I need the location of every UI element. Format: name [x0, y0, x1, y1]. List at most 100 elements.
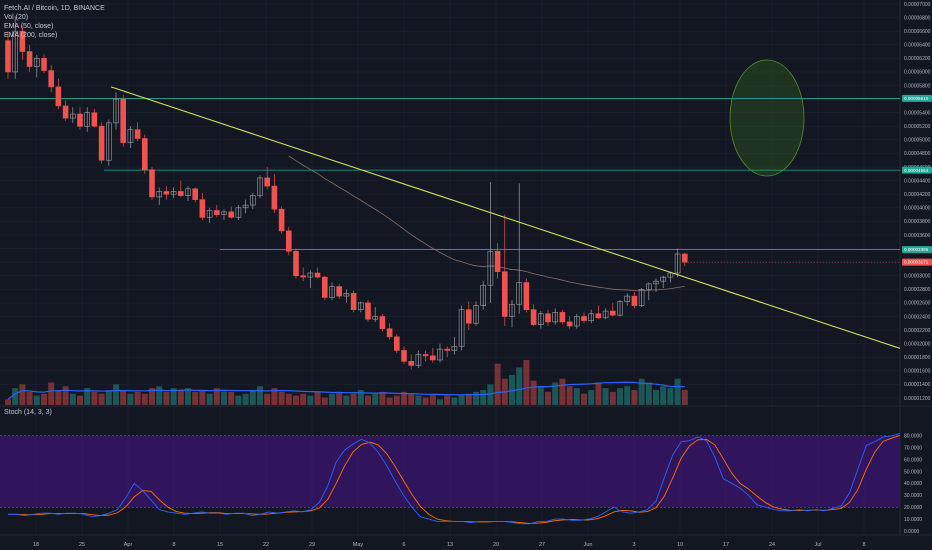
candle-body: [163, 191, 170, 195]
price-tick-label: 0.00006600: [904, 29, 931, 35]
volume-bar: [91, 391, 98, 405]
candle-body: [19, 30, 26, 52]
volume-bar: [293, 395, 299, 405]
volume-bar: [242, 393, 249, 405]
date-tick-label: Jul: [814, 542, 821, 548]
current-price-label: 0.00003171: [904, 260, 929, 265]
candle-body: [681, 253, 688, 263]
price-tick-label: 0.00001200: [904, 396, 931, 402]
volume-bar: [271, 388, 278, 405]
date-tick-label: 8: [862, 542, 865, 548]
volume-bar: [638, 378, 645, 405]
price-tick-label: 0.00002800: [904, 287, 931, 293]
price-tick-label: 0.00003800: [904, 219, 931, 225]
volume-bar: [300, 393, 307, 405]
volume-bar: [509, 375, 515, 405]
volume-bar: [408, 393, 415, 405]
volume-bar: [192, 391, 199, 405]
volume-bar: [545, 391, 551, 405]
volume-bar: [156, 386, 163, 405]
date-tick-label: 13: [447, 542, 453, 548]
volume-bar: [127, 393, 134, 405]
candle-body: [393, 336, 400, 351]
volume-bar: [314, 391, 321, 405]
candle-body: [509, 303, 515, 317]
volume-bar: [393, 395, 400, 405]
volume-bar: [264, 393, 271, 405]
current-price-tag: [902, 258, 932, 266]
candle-body: [458, 309, 465, 347]
stoch-tick-label: 0.0000: [904, 529, 920, 535]
candle-body: [638, 289, 645, 306]
main-legend: Fetch.AI / Bitcoin, 1D, BINANCE Vol (20)…: [4, 4, 105, 40]
price-tick-label: 0.00003600: [904, 233, 931, 239]
study-ema200-label[interactable]: EMA (200, close): [4, 32, 58, 39]
volume-bar: [98, 393, 105, 405]
candle-body: [329, 286, 335, 298]
volume-bar: [444, 395, 451, 405]
price-tick-label: 0.00004400: [904, 178, 931, 184]
candle-body: [617, 301, 623, 316]
candle-body: [343, 293, 350, 297]
candle-body: [98, 125, 105, 161]
candle-body: [588, 313, 595, 321]
price-tick-label: 0.00004200: [904, 192, 931, 198]
candle-body: [142, 138, 148, 171]
volume-bar: [379, 391, 386, 405]
volume-bar: [386, 397, 393, 405]
price-tick-label: 0.00006400: [904, 43, 931, 49]
candle-body: [422, 354, 429, 357]
volume-bar: [609, 391, 616, 405]
candle-body: [444, 348, 451, 351]
candle-body: [566, 321, 573, 327]
candle-body: [386, 328, 393, 338]
study-ema50-label[interactable]: EMA (50, close): [4, 23, 54, 30]
volume-bar: [249, 390, 256, 405]
level-price-label: 0.00004554: [904, 168, 929, 173]
price-tick-label: 0.00004800: [904, 151, 931, 157]
volume-bar: [170, 388, 177, 405]
date-tick-label: 27: [539, 542, 545, 548]
candle-body: [465, 309, 472, 324]
candle-body: [537, 313, 544, 325]
candle-body: [473, 305, 479, 324]
price-tick-label: 0.00005400: [904, 110, 931, 116]
candle-body: [487, 250, 494, 286]
candle-body: [523, 282, 530, 310]
price-tick-label: 0.00002000: [904, 341, 931, 347]
price-tick-label: 0.00006200: [904, 56, 931, 62]
volume-bar: [163, 391, 170, 405]
date-tick-label: 24: [769, 542, 775, 548]
volume-bar: [278, 391, 285, 405]
volume-bar: [487, 384, 494, 405]
candle-body: [530, 309, 537, 325]
price-tick-label: 0.00002600: [904, 301, 931, 307]
study-vol-label[interactable]: Vol (20): [4, 14, 29, 21]
candle-body: [660, 276, 667, 282]
volume-bar: [473, 391, 479, 405]
volume-bar: [602, 388, 609, 405]
candle-body: [221, 211, 227, 215]
volume-bar: [213, 388, 220, 405]
volume-bar: [41, 393, 47, 405]
candle-body: [365, 302, 371, 320]
study-stoch-label[interactable]: Stoch (14, 3, 3): [4, 409, 52, 416]
candle-body: [573, 316, 580, 327]
volume-bar: [530, 380, 537, 405]
candle-body: [653, 280, 659, 285]
candle-body: [516, 282, 523, 305]
candle-body: [595, 313, 602, 319]
candle-body: [62, 105, 69, 119]
volume-bar: [674, 378, 681, 405]
candle-body: [667, 272, 674, 278]
date-tick-label: Jun: [584, 542, 593, 548]
stoch-k-line: [8, 432, 901, 525]
volume-bar: [19, 384, 26, 405]
volume-bar: [77, 395, 83, 405]
volume-bar: [660, 386, 667, 405]
volume-bar: [617, 388, 623, 405]
stoch-tick-label: 80.0000: [904, 434, 922, 440]
symbol-title[interactable]: Fetch.AI / Bitcoin, 1D, BINANCE: [4, 5, 105, 12]
date-tick-label: 6: [402, 542, 405, 548]
